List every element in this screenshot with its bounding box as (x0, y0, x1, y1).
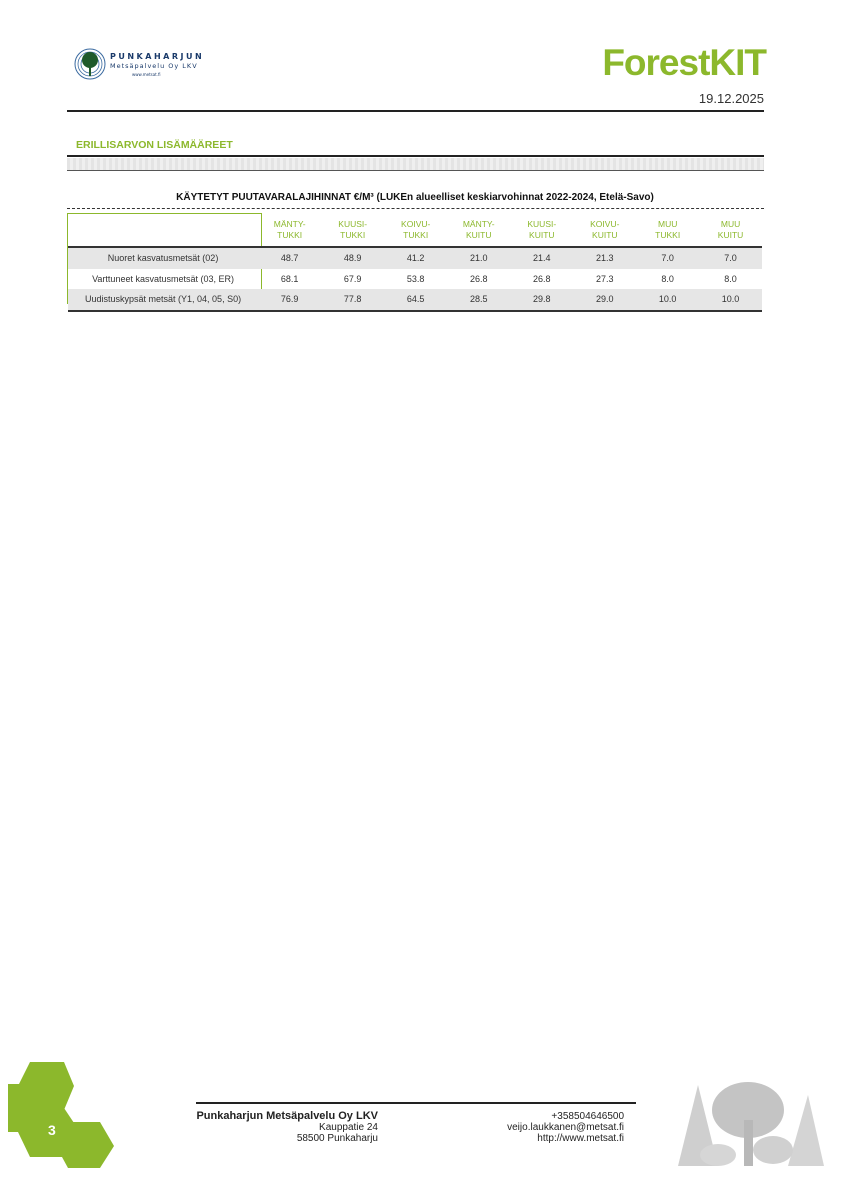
page-hexagons (8, 1062, 114, 1168)
column-header: KUUSI- TUKKI (338, 218, 368, 240)
price-cell: 21.3 (573, 247, 637, 269)
table-row: Uudistuskypsät metsät (Y1, 04, 05, S0) 76… (68, 289, 762, 311)
title-dotted-line (67, 208, 764, 209)
logo-sub: Metsäpalvelu Oy LKV (110, 62, 198, 70)
section-band-bottom (67, 170, 764, 171)
footer-address: Punkaharjun Metsäpalvelu Oy LKV Kauppati… (196, 1110, 378, 1144)
price-cell: 26.8 (533, 273, 551, 284)
forest-illustration-icon (678, 1082, 824, 1166)
company-logo: PUNKAHARJUN Metsäpalvelu Oy LKV www.mets… (74, 48, 204, 82)
logo-name: PUNKAHARJUN (110, 52, 205, 61)
price-cell: 29.0 (573, 289, 637, 311)
section-title: ERILLISARVON LISÄMÄÄREET (76, 139, 233, 151)
price-cell: 48.9 (321, 247, 385, 269)
document-date: 19.12.2025 (698, 91, 764, 106)
price-cell: 10.0 (636, 289, 700, 311)
table-header-row: MÄNTY- TUKKI KUUSI- TUKKI KOIVU- TUKKI MÄNT… (68, 213, 762, 247)
brand-logo: ForestKIT (602, 42, 767, 83)
table-row: Nuoret kasvatusmetsät (02) 48.7 48.9 41.2 21… (68, 247, 762, 269)
page-number: 3 (48, 1122, 56, 1138)
price-cell: 8.0 (724, 273, 737, 284)
column-header: MUU TUKKI (655, 218, 681, 240)
price-cell: 77.8 (321, 289, 385, 311)
price-cell: 41.2 (384, 247, 448, 269)
footer-web[interactable]: http://www.metsat.fi (537, 1133, 624, 1144)
price-cell: 26.8 (469, 273, 488, 284)
price-cell: 68.1 (280, 273, 299, 284)
section-divider (67, 155, 764, 157)
row-label: Uudistuskypsät metsät (Y1, 04, 05, S0) (68, 289, 259, 311)
price-cell: 76.9 (258, 289, 322, 311)
price-cell: 28.5 (447, 289, 511, 311)
column-header: MÄNTY- KUITU (462, 218, 495, 240)
column-header: KUUSI- KUITU (527, 218, 557, 240)
footer-contact: +358504646500 veijo.laukkanen@metsat.fi … (440, 1111, 624, 1144)
column-header: MUU KUITU (717, 218, 744, 240)
column-header: KOIVU- TUKKI (401, 218, 431, 240)
price-cell: 7.0 (636, 247, 700, 269)
price-cell: 67.9 (343, 273, 362, 284)
footer-divider (196, 1102, 636, 1104)
price-cell: 10.0 (699, 289, 762, 311)
price-cell: 21.0 (447, 247, 511, 269)
column-header: KOIVU- KUITU (590, 218, 620, 240)
section-band (67, 158, 764, 170)
price-cell: 53.8 (406, 273, 425, 284)
header-divider (67, 110, 764, 112)
price-cell: 21.4 (510, 247, 574, 269)
price-cell: 7.0 (699, 247, 762, 269)
price-table: MÄNTY- TUKKI KUUSI- TUKKI KOIVU- TUKKI MÄNT… (68, 213, 762, 312)
logo-url: www.metsat.fi (132, 72, 161, 77)
row-label: Nuoret kasvatusmetsät (02) (68, 247, 259, 269)
price-cell: 29.8 (510, 289, 574, 311)
footer-company: Punkaharjun Metsäpalvelu Oy LKV (196, 1110, 378, 1122)
corner-cell (68, 213, 258, 247)
footer-phone: +358504646500 (551, 1111, 624, 1122)
row-label: Varttuneet kasvatusmetsät (03, ER) (92, 273, 234, 284)
footer-city: 58500 Punkaharju (296, 1133, 378, 1144)
tree-logo-icon (74, 48, 106, 80)
price-cell: 8.0 (661, 273, 674, 284)
footer-street: Kauppatie 24 (319, 1122, 378, 1133)
price-cell: 27.3 (596, 273, 614, 284)
table-title: KÄYTETYT PUUTAVARALAJIHINNAT €/M³ (LUKEn… (176, 192, 654, 203)
footer-email[interactable]: veijo.laukkanen@metsat.fi (507, 1122, 624, 1133)
price-cell: 48.7 (258, 247, 322, 269)
price-cell: 64.5 (384, 289, 448, 311)
table-row: Varttuneet kasvatusmetsät (03, ER) 68.1 67… (68, 269, 762, 290)
column-header: MÄNTY- TUKKI (273, 218, 306, 240)
